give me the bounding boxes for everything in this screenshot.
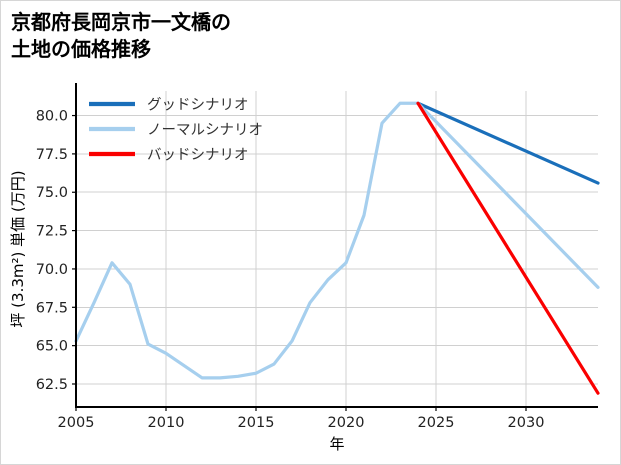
x-tick-label: 2020: [328, 415, 365, 431]
y-tick-label: 62.5: [36, 377, 68, 393]
vertical-gridlines: [75, 91, 527, 407]
series-line-2: [416, 101, 600, 395]
x-tick-label: 2015: [238, 415, 275, 431]
axis-spines: [74, 83, 598, 409]
y-axis-tick-labels: 80.0 77.5 75.0 72.5 70.0 67.5 65.0 62.5: [36, 109, 76, 393]
x-tick-label: 2005: [58, 415, 95, 431]
axis-titles: 年 坪 (3.3m²) 単価 (万円): [9, 170, 345, 453]
series-line-1: [74, 101, 600, 380]
y-tick-label: 70.0: [36, 262, 68, 278]
legend-label-2: バッドシナリオ: [147, 148, 249, 164]
y-axis-title: 坪 (3.3m²) 単価 (万円): [9, 170, 27, 327]
y-tick-label: 67.5: [36, 300, 68, 316]
y-tick-label: 80.0: [36, 109, 68, 125]
page-title: 京都府長岡京市一文橋の 土地の価格推移: [11, 10, 231, 61]
x-axis-title: 年: [329, 435, 344, 453]
legend-label-1: ノーマルシナリオ: [147, 123, 263, 139]
y-tick-label: 75.0: [36, 185, 68, 201]
x-tick-label: 2010: [148, 415, 185, 431]
horizontal-gridlines: [76, 115, 598, 385]
x-tick-label: 2025: [418, 415, 455, 431]
x-tick-label: 2030: [508, 415, 545, 431]
data-series-group: [74, 101, 600, 395]
series-line-0: [416, 101, 600, 185]
y-tick-label: 65.0: [36, 339, 68, 355]
x-axis-tick-labels: 2005 2010 2015 2020 2025 2030: [58, 407, 545, 431]
y-tick-label: 77.5: [36, 147, 68, 163]
y-tick-label: 72.5: [36, 224, 68, 240]
legend-label-0: グッドシナリオ: [147, 97, 249, 114]
